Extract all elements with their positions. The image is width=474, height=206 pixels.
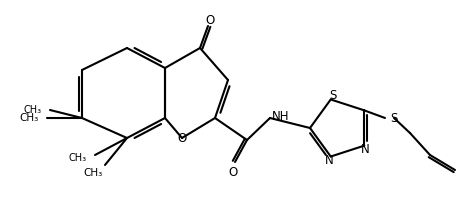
Text: CH₃: CH₃ bbox=[69, 153, 87, 163]
Text: N: N bbox=[361, 143, 370, 156]
Text: O: O bbox=[205, 14, 215, 27]
Text: S: S bbox=[390, 111, 397, 124]
Text: NH: NH bbox=[272, 110, 290, 123]
Text: S: S bbox=[329, 89, 337, 102]
Text: CH₃: CH₃ bbox=[24, 105, 42, 115]
Text: CH₃: CH₃ bbox=[84, 168, 103, 178]
Text: N: N bbox=[325, 154, 334, 167]
Text: CH₃: CH₃ bbox=[20, 113, 39, 123]
Text: O: O bbox=[177, 131, 187, 144]
Text: O: O bbox=[228, 165, 237, 179]
